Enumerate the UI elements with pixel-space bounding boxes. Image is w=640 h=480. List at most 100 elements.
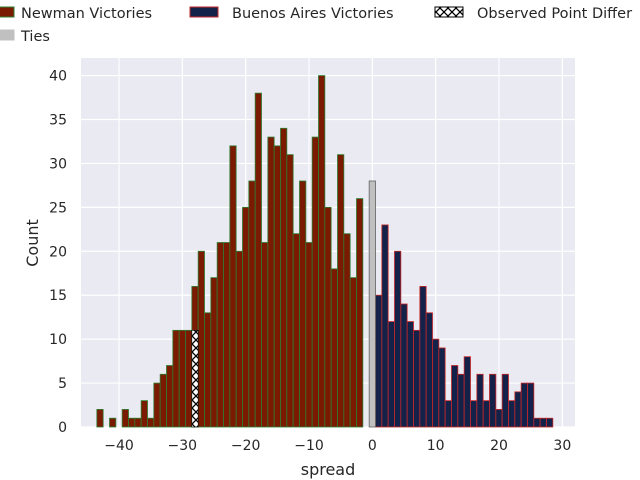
bar-buenos-aires-victories — [533, 417, 541, 428]
y-tick-label: 25 — [49, 200, 67, 216]
bar-newman-victories — [349, 277, 357, 428]
bar-newman-victories — [299, 180, 307, 428]
bar-newman-victories — [147, 417, 155, 428]
x-tick-label: −20 — [231, 438, 261, 454]
bar-newman-victories — [140, 400, 148, 428]
legend-swatch — [189, 6, 219, 18]
bar-newman-victories — [178, 329, 186, 428]
y-tick-label: 20 — [49, 244, 67, 260]
legend-item-ties: Ties — [0, 29, 50, 45]
y-tick-label: 40 — [49, 69, 67, 85]
bar-newman-victories — [280, 127, 288, 428]
legend-swatch — [434, 6, 464, 18]
bar-buenos-aires-victories — [501, 373, 509, 428]
bar-buenos-aires-victories — [451, 365, 459, 428]
legend-swatch — [0, 29, 15, 41]
bar-newman-victories — [96, 409, 104, 428]
bar-newman-victories — [267, 136, 275, 428]
bar-buenos-aires-victories — [425, 312, 433, 428]
y-tick-label: 0 — [58, 420, 67, 436]
bar-newman-victories — [109, 417, 117, 428]
bar-buenos-aires-victories — [406, 321, 414, 428]
bar-buenos-aires-victories — [394, 250, 402, 428]
bar-newman-victories — [153, 382, 161, 428]
bar-buenos-aires-victories — [546, 417, 554, 428]
bar-buenos-aires-victories — [432, 338, 440, 428]
legend-swatch — [0, 6, 15, 18]
bar-newman-victories — [159, 373, 167, 428]
bar-newman-victories — [330, 268, 338, 428]
bar-newman-victories — [261, 242, 269, 428]
bars-group — [96, 75, 554, 428]
bar-buenos-aires-victories — [514, 391, 522, 428]
x-tick-label: −10 — [294, 438, 324, 454]
bar-buenos-aires-victories — [470, 400, 478, 428]
bar-newman-victories — [318, 75, 326, 428]
bar-newman-victories — [305, 242, 313, 428]
bar-buenos-aires-victories — [375, 294, 383, 428]
bar-buenos-aires-victories — [438, 347, 446, 428]
bar-newman-victories — [166, 365, 174, 428]
bar-buenos-aires-victories — [381, 224, 389, 428]
legend-item-newman-victories: Newman Victories — [0, 6, 152, 22]
legend-label: Observed Point Differ — [477, 6, 632, 22]
bar-newman-victories — [121, 409, 129, 428]
x-axis-label: spread — [301, 460, 356, 479]
bar-newman-victories — [254, 92, 262, 428]
bar-newman-victories — [311, 136, 319, 428]
ticks-group: −40 −30 −20 −10 0 10 20 30 0 5 10 15 20 25 30 35 40 — [49, 69, 571, 454]
x-tick-label: −40 — [104, 438, 134, 454]
bar-buenos-aires-victories — [476, 373, 484, 428]
bar-newman-victories — [343, 233, 351, 428]
y-tick-label: 15 — [49, 288, 67, 304]
x-tick-label: 30 — [553, 438, 571, 454]
bar-buenos-aires-victories — [539, 417, 547, 428]
x-tick-label: −30 — [168, 438, 198, 454]
observed-point-bar — [191, 330, 199, 428]
bar-buenos-aires-victories — [387, 321, 395, 428]
bar-buenos-aires-victories — [419, 286, 427, 428]
bar-buenos-aires-victories — [482, 400, 490, 428]
bar-newman-victories — [223, 242, 231, 428]
bar-ties — [368, 180, 376, 428]
bar-buenos-aires-victories — [413, 329, 421, 428]
y-axis-label: Count — [23, 219, 42, 267]
y-tick-label: 10 — [49, 332, 67, 348]
bar-newman-victories — [235, 250, 243, 428]
bar-buenos-aires-victories — [495, 409, 503, 428]
bar-buenos-aires-victories — [508, 400, 516, 428]
y-tick-label: 35 — [49, 113, 67, 129]
bar-newman-victories — [172, 329, 180, 428]
bar-newman-victories — [292, 233, 300, 428]
bar-newman-victories — [128, 417, 136, 428]
bar-newman-victories — [286, 154, 294, 428]
y-tick-label: 5 — [58, 376, 67, 392]
bar-buenos-aires-victories — [489, 373, 497, 428]
x-tick-label: 0 — [368, 438, 377, 454]
legend-label: Newman Victories — [21, 6, 152, 22]
bar-buenos-aires-victories — [444, 400, 452, 428]
bar-newman-victories — [273, 145, 281, 428]
bar-newman-victories — [204, 312, 212, 428]
bar-newman-victories — [210, 277, 218, 428]
bar-buenos-aires-victories — [457, 373, 465, 428]
bar-buenos-aires-victories — [463, 356, 471, 428]
legend: Newman Victories Buenos Aires Victories Ob… — [0, 6, 632, 45]
bar-newman-victories — [324, 206, 332, 428]
bar-newman-victories — [216, 242, 224, 428]
bar-newman-victories — [242, 206, 250, 428]
bar-newman-victories — [337, 154, 345, 428]
bar-buenos-aires-victories — [527, 382, 535, 428]
legend-item-buenos-aires-victories: Buenos Aires Victories — [189, 6, 394, 22]
bar-newman-victories — [248, 180, 256, 428]
bar-newman-victories — [229, 145, 237, 428]
bar-newman-victories — [356, 198, 364, 428]
bar-newman-victories — [197, 250, 205, 428]
bar-buenos-aires-victories — [520, 382, 528, 428]
x-tick-label: 10 — [427, 438, 445, 454]
legend-label: Ties — [20, 29, 50, 45]
x-tick-label: 20 — [490, 438, 508, 454]
legend-label: Buenos Aires Victories — [232, 6, 394, 22]
y-tick-label: 30 — [49, 156, 67, 172]
